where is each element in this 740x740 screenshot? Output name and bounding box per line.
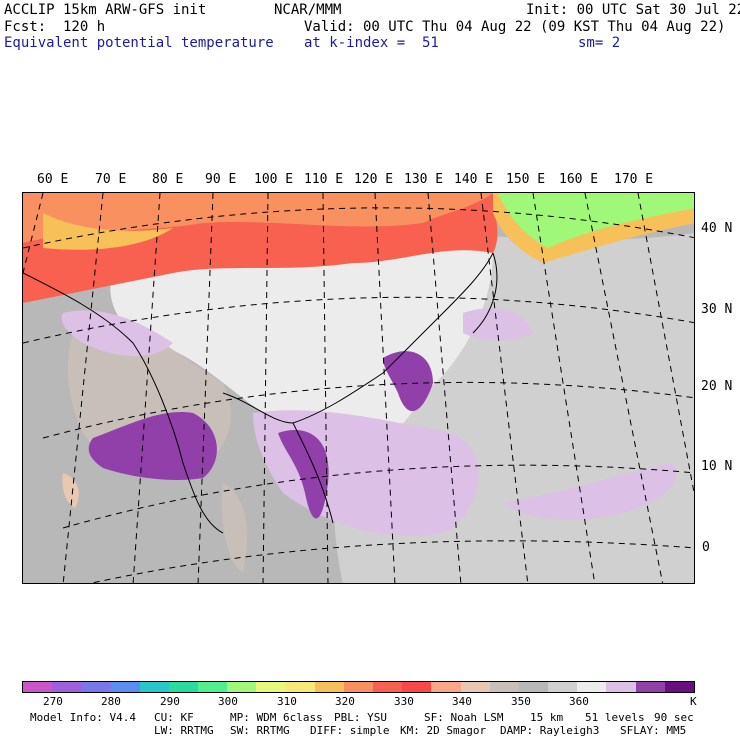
lon-label: 60 E: [37, 172, 69, 187]
levels: 51 levels: [585, 711, 645, 724]
purple-region: [278, 430, 329, 519]
colorbar-tick-label: 320: [335, 695, 355, 708]
mp-scheme: MP: WDM 6class: [230, 711, 323, 724]
colorbar: [22, 681, 695, 693]
smoothing: sm= 2: [578, 35, 621, 51]
lon-label: 120 E: [354, 172, 394, 187]
colorbar-tick-label: 280: [101, 695, 121, 708]
purple-region: [383, 351, 433, 412]
level-index: at k-index = 51: [304, 35, 439, 51]
lon-label: 100 E: [254, 172, 294, 187]
colorbar-tick-label: 270: [43, 695, 63, 708]
lon-label: 110 E: [304, 172, 344, 187]
colorbar-swatch: [81, 682, 111, 692]
lat-label: 10 N: [701, 459, 733, 474]
colorbar-swatch: [606, 682, 636, 692]
coastline: [23, 252, 498, 534]
ne-green: [498, 193, 694, 248]
sf-scheme: SF: Noah LSM: [424, 711, 504, 724]
purple-region: [88, 412, 217, 480]
island: [62, 473, 79, 508]
lavender-patch: [463, 308, 533, 341]
colorbar-swatch: [110, 682, 140, 692]
colorbar-swatch: [52, 682, 82, 692]
model-info: Model Info: V4.4: [30, 711, 136, 724]
colorbar-unit: K: [690, 695, 697, 708]
graticule: [23, 193, 694, 583]
colorbar-swatch: [460, 682, 490, 692]
damp-scheme: DAMP: Rayleigh3: [500, 724, 600, 737]
colorbar-swatch: [285, 682, 315, 692]
colorbar-tick-label: 300: [218, 695, 238, 708]
colorbar-swatch: [23, 682, 53, 692]
resolution: 15 km: [530, 711, 564, 724]
lon-label: 90 E: [205, 172, 237, 187]
lon-label: 130 E: [404, 172, 444, 187]
cu-scheme: CU: KF: [154, 711, 194, 724]
init-time: Init: 00 UTC Sat 30 Jul 22: [526, 2, 740, 18]
colorbar-tick-label: 330: [394, 695, 414, 708]
colorbar-swatch: [431, 682, 461, 692]
colorbar-swatch: [343, 682, 374, 692]
lavender-patch: [503, 463, 676, 520]
colorbar-swatch: [227, 682, 257, 692]
colorbar-swatch: [489, 682, 519, 692]
lat-label: 0: [702, 540, 710, 555]
lon-label: 80 E: [152, 172, 184, 187]
lat-label: 30 N: [701, 302, 733, 317]
map-field: [23, 193, 694, 583]
colorbar-tick-label: 340: [452, 695, 472, 708]
colorbar-swatch: [402, 682, 432, 692]
field-name: Equivalent potential temperature: [4, 35, 274, 51]
lat-label: 20 N: [701, 379, 733, 394]
colorbar-tick-label: 310: [277, 695, 297, 708]
organization: NCAR/MMM: [274, 2, 342, 18]
colorbar-swatch: [314, 682, 344, 692]
colorbar-swatch: [168, 682, 199, 692]
km-scheme: KM: 2D Smagor: [400, 724, 487, 737]
colorbar-swatch: [139, 682, 169, 692]
valid-time: Valid: 00 UTC Thu 04 Aug 22 (09 KST Thu …: [304, 19, 726, 35]
colorbar-swatch: [198, 682, 228, 692]
timestep: 90 sec: [654, 711, 694, 724]
forecast-hour: Fcst: 120 h: [4, 19, 106, 35]
warm-patch: [43, 213, 173, 250]
lon-label: 150 E: [506, 172, 546, 187]
lon-label: 70 E: [95, 172, 127, 187]
colorbar-tick-label: 360: [569, 695, 589, 708]
lon-label: 170 E: [614, 172, 654, 187]
colorbar-swatch: [664, 682, 694, 692]
island: [221, 483, 247, 573]
sflay-scheme: SFLAY: MM5: [620, 724, 687, 737]
lat-label: 40 N: [701, 221, 733, 236]
map-panel: [22, 192, 695, 584]
lavender-patch: [61, 310, 173, 357]
colorbar-swatch: [577, 682, 607, 692]
colorbar-tick-label: 290: [160, 695, 180, 708]
colorbar-swatch: [518, 682, 549, 692]
colorbar-swatch: [256, 682, 286, 692]
colorbar-tick-label: 350: [511, 695, 531, 708]
model-title: ACCLIP 15km ARW-GFS init: [4, 2, 207, 18]
lw-scheme: LW: RRTMG: [154, 724, 214, 737]
diff-scheme: DIFF: simple: [310, 724, 390, 737]
pbl-scheme: PBL: YSU: [334, 711, 387, 724]
sw-scheme: SW: RRTMG: [230, 724, 290, 737]
colorbar-swatch: [548, 682, 578, 692]
colorbar-swatch: [373, 682, 403, 692]
lon-label: 140 E: [454, 172, 494, 187]
lon-label: 160 E: [559, 172, 599, 187]
colorbar-swatch: [635, 682, 665, 692]
